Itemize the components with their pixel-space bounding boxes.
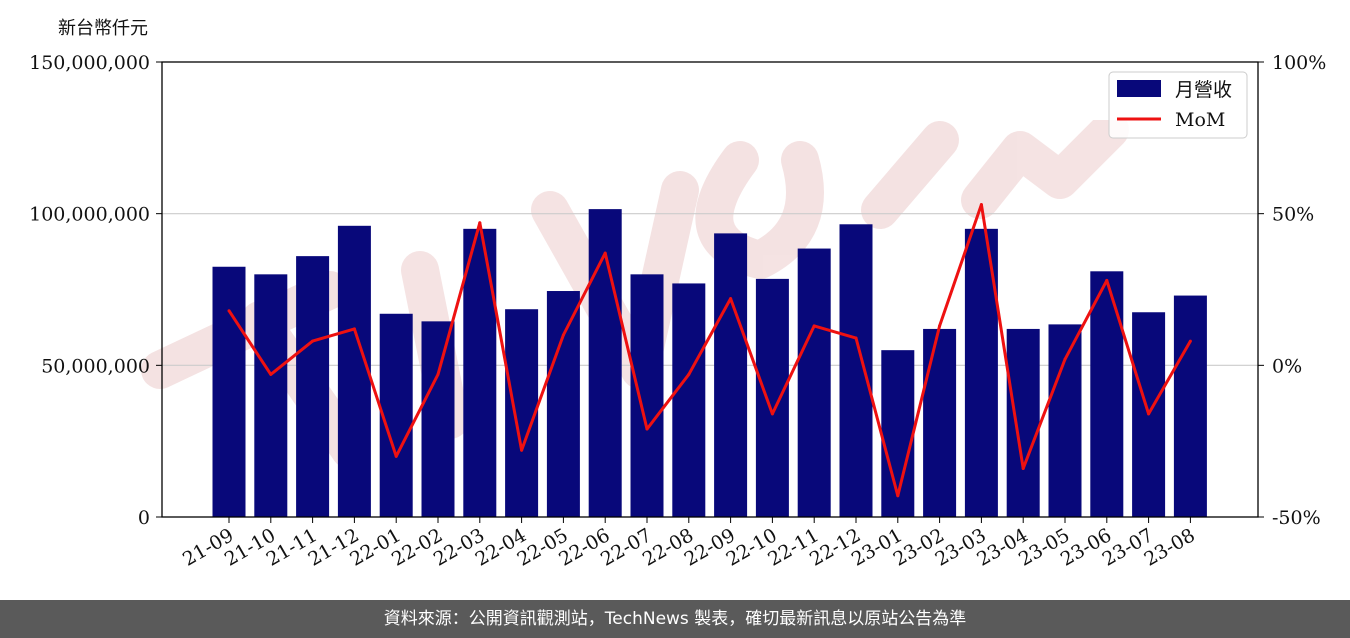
mom-point <box>729 297 733 301</box>
revenue-chart: 0 50,000,000 100,000,000 150,000,000 -50% 0% 5… <box>29 52 1326 571</box>
mom-point <box>478 221 482 225</box>
y-tick-label-right: 100% <box>1272 52 1326 74</box>
y-tick-label-left: 50,000,000 <box>41 355 150 377</box>
y-tick-label-left: 150,000,000 <box>29 52 150 74</box>
mom-point <box>1147 412 1151 416</box>
mom-point <box>1021 466 1025 470</box>
y-tick-label-left: 100,000,000 <box>29 204 150 226</box>
legend-label-mom: MoM <box>1175 109 1225 131</box>
revenue-bar <box>672 283 706 517</box>
revenue-bar <box>1048 324 1082 517</box>
mom-point <box>770 412 774 416</box>
source-footer: 資料來源：公開資訊觀測站，TechNews 製表，確切最新訊息以原站公告為準 <box>0 600 1350 638</box>
revenue-bar <box>923 328 957 517</box>
revenue-bar <box>546 291 580 517</box>
revenue-bar <box>421 321 455 517</box>
mom-point <box>812 324 816 328</box>
revenue-bar <box>1006 328 1040 517</box>
legend-label-revenue: 月營收 <box>1175 79 1232 101</box>
revenue-bar <box>755 278 789 517</box>
mom-point <box>938 324 942 328</box>
mom-line <box>227 203 1192 498</box>
y-tick-label-right: -50% <box>1272 507 1321 529</box>
legend-swatch-bar <box>1117 80 1161 97</box>
revenue-bar <box>379 313 413 517</box>
mom-point <box>979 203 983 207</box>
mom-point <box>436 372 440 376</box>
plot-frame <box>161 61 1259 518</box>
mom-point <box>352 327 356 331</box>
mom-point <box>645 427 649 431</box>
mom-point <box>896 494 900 498</box>
mom-point <box>687 372 691 376</box>
y-tick-label-right: 50% <box>1272 204 1314 226</box>
revenue-bar <box>212 266 246 517</box>
revenue-bar <box>797 248 831 518</box>
y-tick-label-right: 0% <box>1272 355 1302 377</box>
mom-point <box>1105 278 1109 282</box>
y-tick-label-left: 0 <box>138 507 150 529</box>
mom-point <box>561 333 565 337</box>
revenue-bar <box>714 233 748 517</box>
revenue-bar <box>839 224 873 518</box>
revenue-bar <box>1173 295 1207 517</box>
revenue-bar <box>254 274 288 517</box>
revenue-bar <box>337 225 371 518</box>
revenue-bar <box>1090 271 1124 517</box>
revenue-bar <box>296 256 330 517</box>
mom-point <box>1188 339 1192 343</box>
revenue-bar <box>588 209 622 517</box>
mom-point <box>520 448 524 452</box>
revenue-bar <box>505 309 539 517</box>
mom-point <box>394 454 398 458</box>
revenue-bar <box>630 274 664 517</box>
revenue-bar <box>463 228 497 518</box>
y-axis-unit-label: 新台幣仟元 <box>58 18 148 39</box>
mom-point <box>311 339 315 343</box>
mom-point <box>854 336 858 340</box>
mom-point <box>269 372 273 376</box>
mom-point <box>227 309 231 313</box>
mom-point <box>1063 357 1067 361</box>
revenue-bar <box>881 350 915 517</box>
mom-point <box>603 251 607 255</box>
